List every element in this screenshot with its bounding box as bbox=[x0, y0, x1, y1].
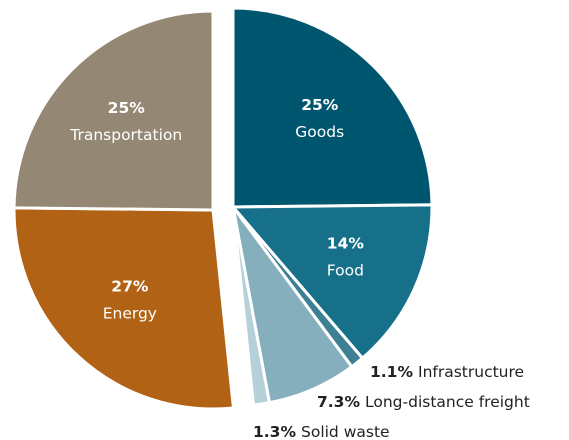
slice-value: 14% bbox=[327, 234, 365, 252]
slice-name: Food bbox=[327, 261, 364, 279]
slice-name: Goods bbox=[295, 123, 344, 141]
slice-value: 25% bbox=[108, 99, 146, 117]
slice-value: 27% bbox=[111, 278, 149, 296]
pie-slice bbox=[12, 206, 236, 411]
slice-name: Long-distance freight bbox=[365, 393, 530, 411]
slice-name: Solid waste bbox=[301, 423, 390, 440]
slice-value: 1.3% bbox=[253, 423, 296, 440]
pie-slice bbox=[231, 6, 434, 209]
pie-slice bbox=[12, 9, 215, 212]
slice-name: Infrastructure bbox=[418, 363, 524, 381]
slice-name: Transportation bbox=[69, 126, 182, 144]
slice-value: 25% bbox=[301, 96, 339, 114]
slice-label: 1.3% Solid waste bbox=[253, 423, 390, 440]
pie-slice bbox=[231, 206, 272, 407]
slice-label: 1.1% Infrastructure bbox=[370, 363, 524, 381]
pie-slice bbox=[229, 203, 434, 361]
slice-value: 1.1% bbox=[370, 363, 413, 381]
slice-value: 7.3% bbox=[317, 393, 360, 411]
slice-label: 7.3% Long-distance freight bbox=[317, 393, 530, 411]
slice-name: Energy bbox=[103, 305, 157, 323]
